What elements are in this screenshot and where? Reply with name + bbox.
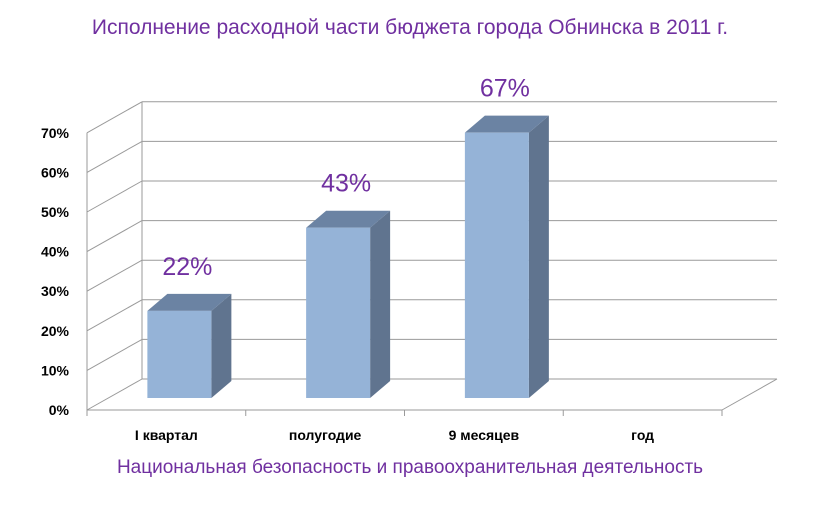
bar <box>147 310 212 398</box>
gridline-depth <box>86 101 143 134</box>
bar-side <box>370 210 391 398</box>
bar-top <box>306 210 391 228</box>
bars <box>147 115 549 399</box>
gridline-depth <box>86 220 143 253</box>
y-tick-label: 10% <box>41 362 70 378</box>
gridline-depth <box>86 140 143 173</box>
bar <box>464 132 529 398</box>
data-labels: 22% 43% 67% <box>162 75 530 281</box>
y-tick-label: 20% <box>41 323 70 339</box>
category-label: 9 месяцев <box>449 427 520 443</box>
bar-side <box>528 115 549 399</box>
category-label: полугодие <box>289 427 362 443</box>
gridline-depth <box>86 299 143 332</box>
floor-right-edge <box>721 378 778 411</box>
y-tick-label: 0% <box>49 402 70 418</box>
bar-top <box>147 293 232 311</box>
category-labels: I квартал полугодие 9 месяцев год <box>135 427 654 443</box>
gridline-depth <box>86 259 143 292</box>
bar-side <box>211 293 232 398</box>
data-label: 43% <box>321 170 371 198</box>
grid-layer <box>86 101 778 416</box>
y-tick-label: 50% <box>41 204 70 220</box>
data-label: 22% <box>162 253 212 281</box>
bar-top <box>464 115 549 133</box>
y-tick-label: 40% <box>41 244 70 260</box>
y-tick-label: 70% <box>41 125 70 141</box>
data-label: 67% <box>480 75 530 103</box>
category-label: I квартал <box>135 427 198 443</box>
chart-title: Исполнение расходной части бюджета город… <box>91 16 729 39</box>
bar <box>306 227 371 398</box>
gridline-depth <box>86 180 143 213</box>
y-axis-ticks: 0% 10% 20% 30% 40% 50% 60% 70% <box>41 125 70 418</box>
category-label: год <box>631 427 654 443</box>
gridline-depth <box>86 378 143 411</box>
y-tick-label: 60% <box>41 164 70 180</box>
gridline-depth <box>86 338 143 371</box>
y-tick-label: 30% <box>41 283 70 299</box>
x-axis-title: Национальная безопасность и правоохранит… <box>116 457 704 478</box>
